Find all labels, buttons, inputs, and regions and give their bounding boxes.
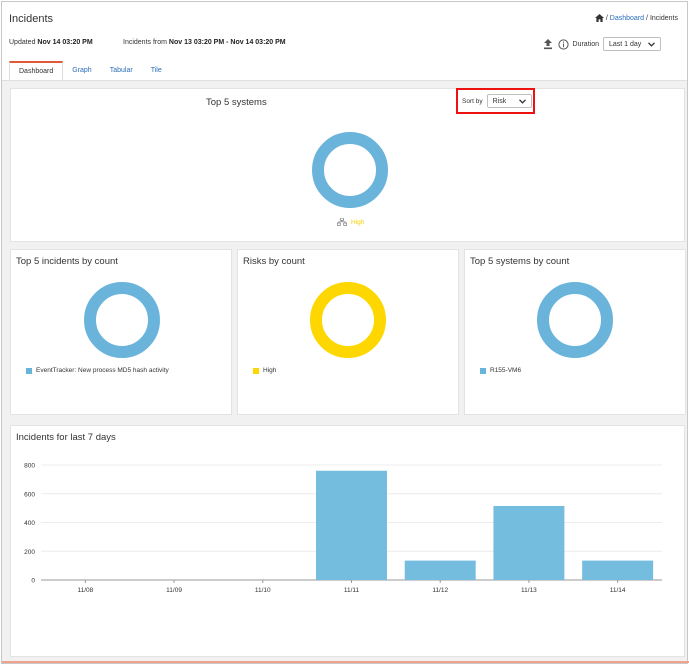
risks-by-count-legend: High xyxy=(253,367,276,374)
range-value: Nov 13 03:20 PM - Nov 14 03:20 PM xyxy=(168,39,286,46)
risks-by-count-title: Risks by count xyxy=(243,256,305,267)
top-systems-donut[interactable] xyxy=(311,131,389,209)
risks-by-count-donut[interactable] xyxy=(309,281,387,359)
incidents-7-days-panel: Incidents for last 7 days 0 200 400 600 800 1… xyxy=(10,425,685,657)
breadcrumb: / Dashboard / Incidents xyxy=(594,14,678,22)
systems-by-count-legend: R155-VM6 xyxy=(480,367,521,374)
breadcrumb-dashboard-link[interactable]: Dashboard xyxy=(609,14,645,22)
risks-by-count-legend-label: High xyxy=(263,367,277,374)
risks-by-count-panel: Risks by count High xyxy=(237,249,459,415)
sort-label: Sort by xyxy=(462,97,483,105)
systems-by-count-title: Top 5 systems by count xyxy=(470,256,570,267)
updated-timestamp: Updated Nov 14 03:20 PM xyxy=(9,39,93,46)
top-systems-legend-label: High xyxy=(351,218,365,226)
x-tick-label: 11/11 xyxy=(344,587,360,594)
duration-label: Duration xyxy=(572,40,599,48)
tab-dashboard[interactable]: Dashboard xyxy=(9,61,64,81)
incidents-by-count-panel: Top 5 incidents by count EventTracker: N… xyxy=(10,249,232,415)
range-label: Incidents from xyxy=(123,39,167,46)
chevron-down-icon xyxy=(648,41,655,47)
y-tick-label: 400 xyxy=(24,520,35,527)
systems-by-count-legend-label: R155-VM6 xyxy=(490,367,522,374)
top-systems-panel: Top 5 systems High xyxy=(10,88,685,242)
home-icon[interactable] xyxy=(594,14,604,22)
view-tabs: Dashboard Graph Tabular Tile xyxy=(9,61,171,81)
tab-tile[interactable]: Tile xyxy=(150,67,162,74)
y-tick-label: 200 xyxy=(24,549,35,556)
systems-by-count-panel: Top 5 systems by count R155-VM6 xyxy=(464,249,686,415)
bar[interactable] xyxy=(493,505,565,580)
header-tools: Duration Last 1 day xyxy=(543,37,661,51)
info-icon[interactable] xyxy=(557,38,569,50)
duration-value: Last 1 day xyxy=(609,40,642,48)
breadcrumb-current: Incidents xyxy=(649,14,678,22)
incident-range: Incidents from Nov 13 03:20 PM - Nov 14 … xyxy=(123,39,286,46)
breadcrumb-separator: / xyxy=(646,14,648,22)
x-tick-label: 11/10 xyxy=(255,587,271,594)
duration-select[interactable]: Last 1 day xyxy=(603,37,661,51)
sort-select[interactable]: Risk xyxy=(486,94,532,108)
systems-by-count-donut[interactable] xyxy=(536,281,614,359)
y-tick-label: 0 xyxy=(31,578,35,585)
incidents-7-days-title: Incidents for last 7 days xyxy=(16,432,116,443)
x-tick-label: 11/14 xyxy=(610,587,626,594)
bottom-accent-line xyxy=(2,661,689,663)
legend-swatch xyxy=(253,367,259,374)
legend-swatch xyxy=(26,367,32,374)
incidents-by-count-title: Top 5 incidents by count xyxy=(16,256,118,267)
incidents-by-count-legend-label: EventTracker: New process MD5 hash activ… xyxy=(36,367,169,374)
y-tick-label: 800 xyxy=(24,463,35,470)
updated-value: Nov 14 03:20 PM xyxy=(37,39,93,46)
bar[interactable] xyxy=(316,470,387,580)
bar[interactable] xyxy=(582,560,654,580)
tabs-divider xyxy=(2,80,687,81)
page-title: Incidents xyxy=(9,13,54,25)
incidents-by-count-donut[interactable] xyxy=(83,281,161,359)
sort-control: Sort by Risk xyxy=(456,88,535,114)
network-icon xyxy=(337,218,347,226)
sort-value: Risk xyxy=(492,97,507,105)
x-tick-label: 11/09 xyxy=(166,587,182,594)
breadcrumb-separator: / xyxy=(605,14,608,22)
x-tick-label: 11/08 xyxy=(77,587,93,594)
incidents-by-count-legend: EventTracker: New process MD5 hash activ… xyxy=(26,367,169,374)
tab-graph[interactable]: Graph xyxy=(72,67,92,74)
legend-swatch xyxy=(480,367,486,374)
y-tick-label: 600 xyxy=(24,491,35,498)
tab-tabular[interactable]: Tabular xyxy=(109,67,133,74)
updated-label: Updated xyxy=(9,39,36,46)
top-systems-legend: High xyxy=(337,218,364,226)
x-tick-label: 11/12 xyxy=(432,587,448,594)
x-tick-label: 11/13 xyxy=(521,587,537,594)
export-icon[interactable] xyxy=(543,38,554,50)
chevron-down-icon xyxy=(518,98,526,104)
bar[interactable] xyxy=(404,560,476,580)
top-systems-title: Top 5 systems xyxy=(206,97,267,108)
page-header: Incidents / Dashboard / Incidents Update… xyxy=(2,2,687,82)
incidents-bar-chart: 0 200 400 600 800 11/08 11/09 11/10 11/11 11/12 11… xyxy=(24,463,662,594)
